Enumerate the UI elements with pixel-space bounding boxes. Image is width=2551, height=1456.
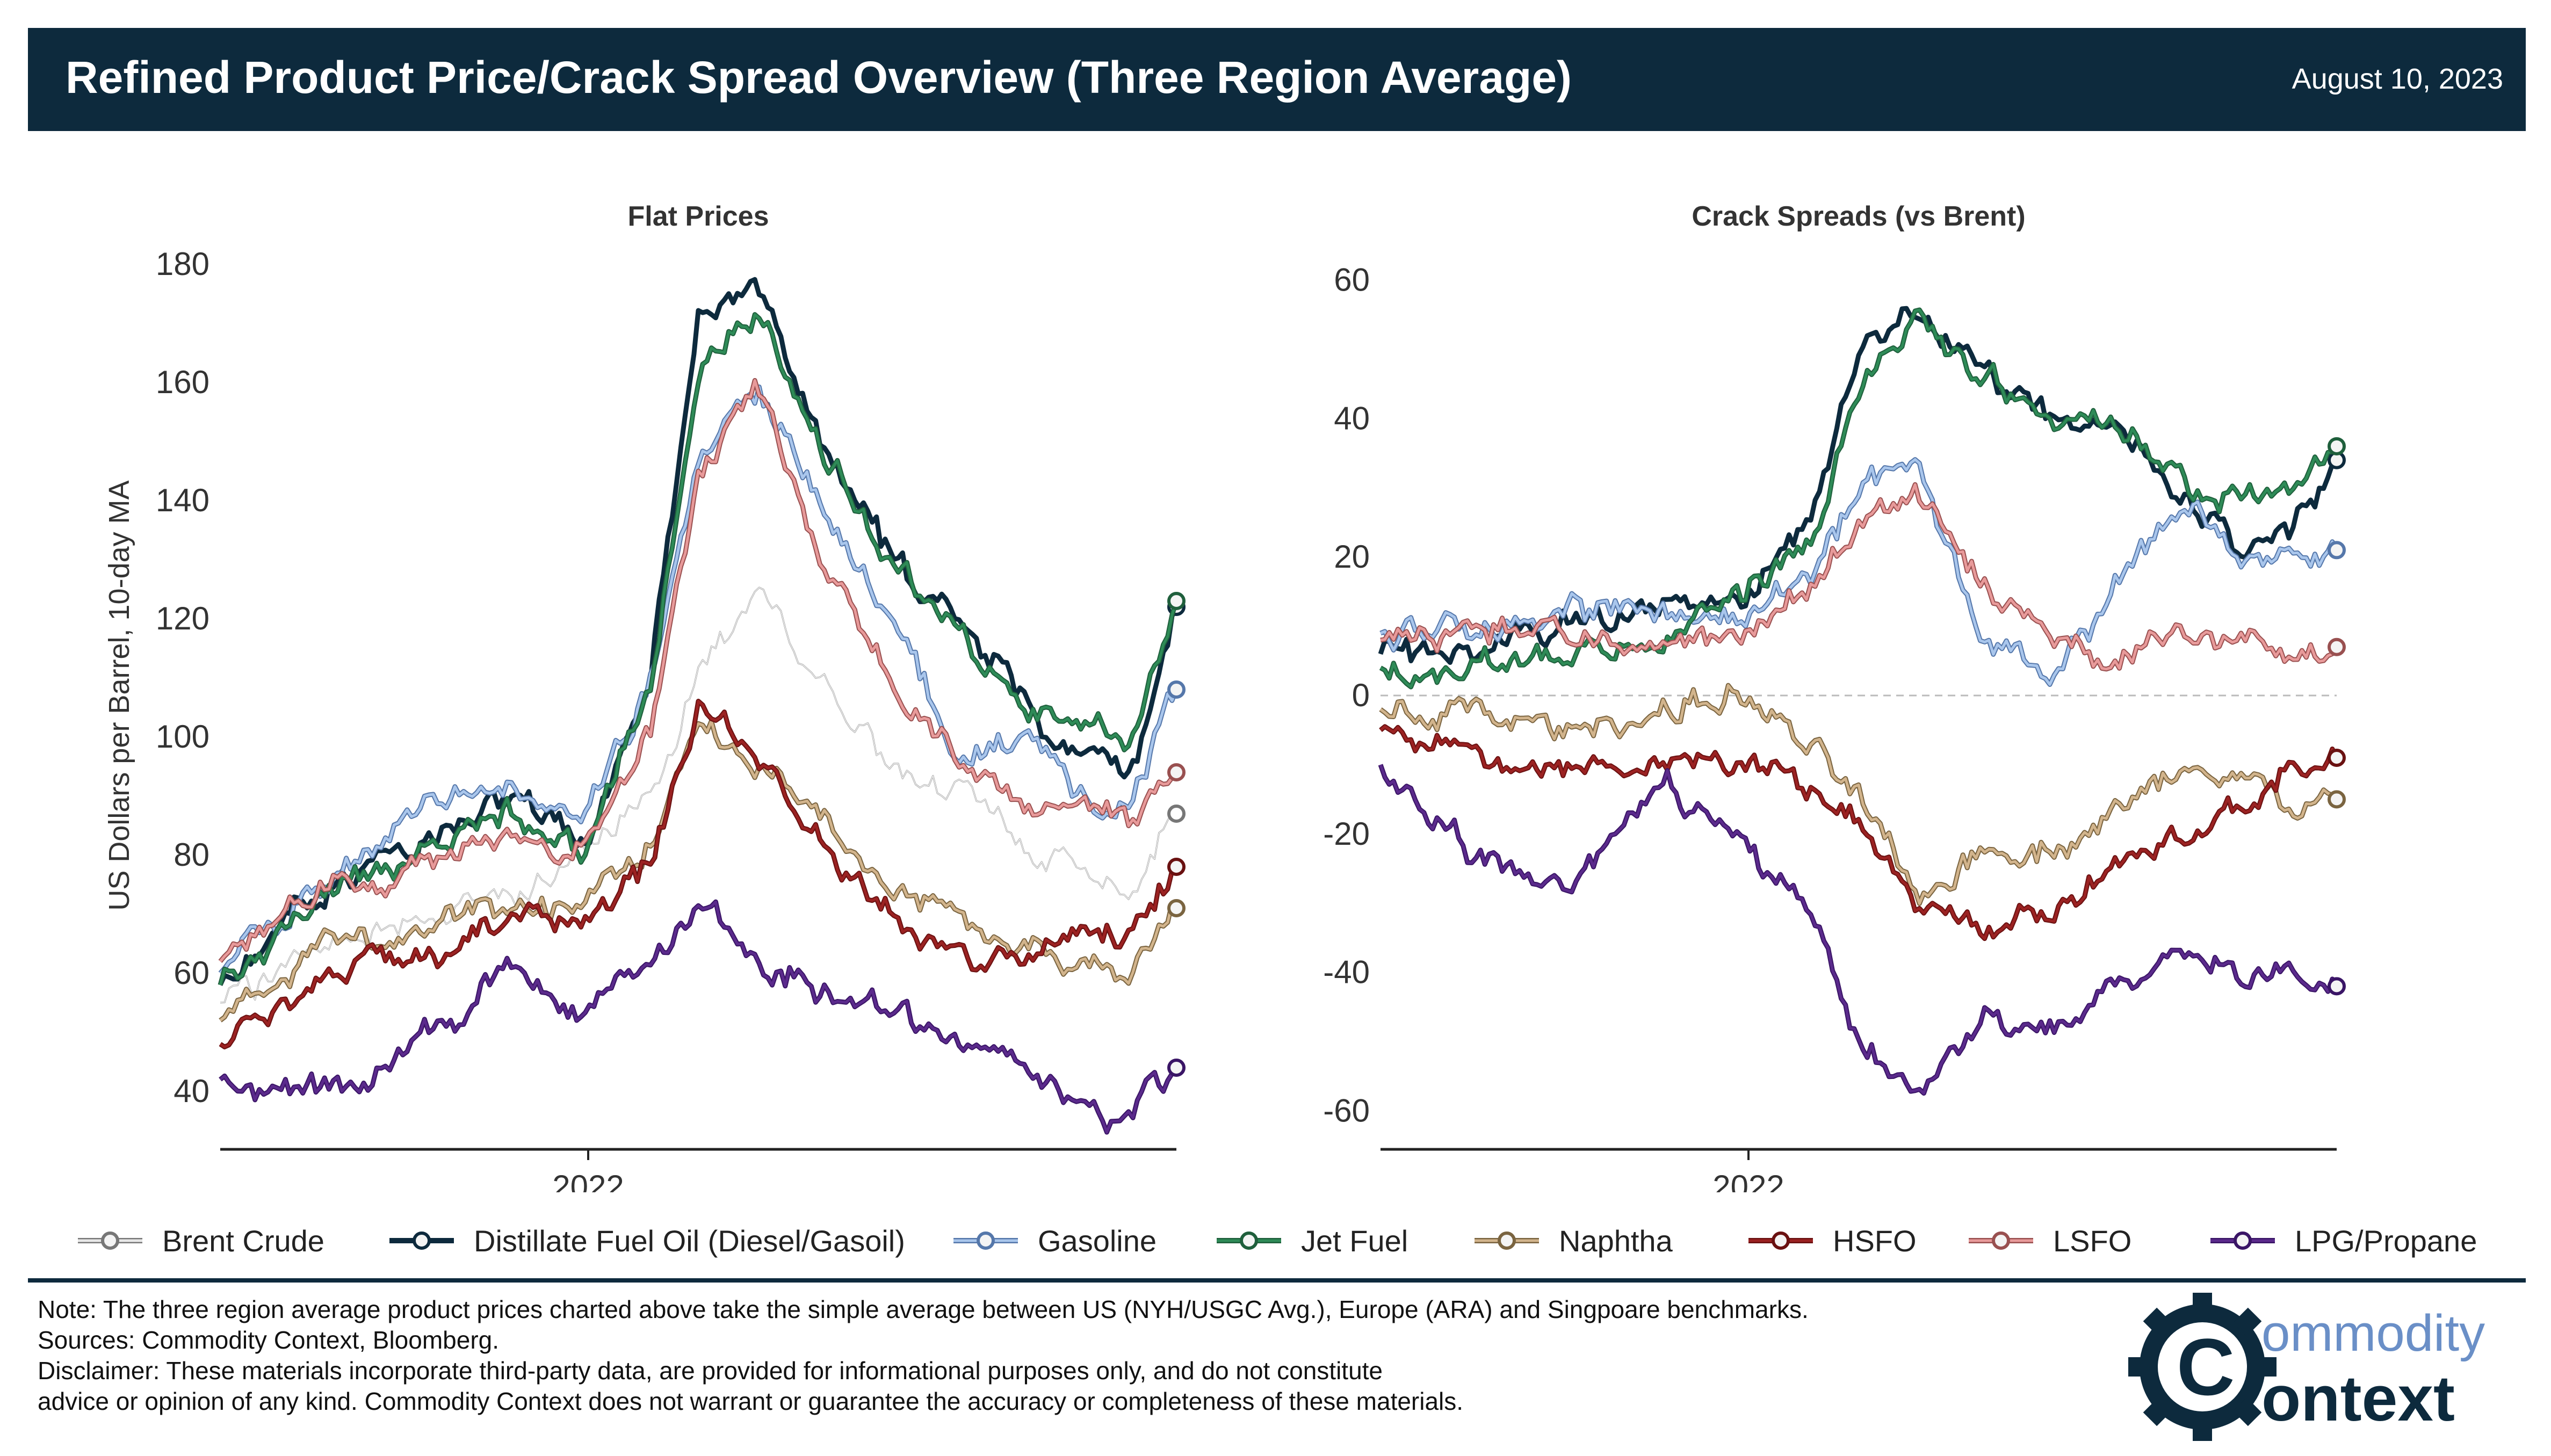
legend-item: Brent Crude: [75, 1216, 324, 1265]
legend-swatch: [1748, 1232, 1813, 1250]
legend-label: Naphtha: [1559, 1223, 1673, 1258]
legend-item: HSFO: [1746, 1216, 1917, 1265]
y-tick-label: -40: [1323, 954, 1370, 990]
legend-swatch: [2210, 1232, 2275, 1250]
y-tick-label: 60: [174, 955, 209, 991]
series-line: [1380, 483, 2338, 671]
y-tick-label: -60: [1323, 1092, 1370, 1128]
series-line: [1379, 307, 2338, 664]
series-line: [219, 700, 1177, 1048]
legend-swatch: [1969, 1232, 2033, 1250]
legend-label: Gasoline: [1038, 1223, 1157, 1258]
series-line: [1379, 308, 2338, 689]
legend-label: Distillate Fuel Oil (Diesel/Gasoil): [474, 1223, 905, 1258]
legend-swatch: [1475, 1232, 1539, 1250]
y-tick-label: 120: [156, 600, 209, 636]
legend-item: LSFO: [1966, 1216, 2131, 1265]
footer-notes: Note: The three region average product p…: [38, 1294, 1809, 1417]
page-title: Refined Product Price/Crack Spread Overv…: [66, 52, 1572, 103]
series-endpoint: [2328, 977, 2346, 996]
series-endpoint: [1167, 899, 1186, 917]
series-line-outline: [1378, 306, 2339, 665]
y-axis-label: US Dollars per Barrel, 10-day MA: [103, 480, 135, 910]
series-line: [219, 385, 1178, 974]
y-tick-label: 60: [1334, 262, 1370, 298]
legend-swatch: [389, 1232, 454, 1250]
y-tick-label: 160: [156, 364, 209, 400]
y-tick-label: 40: [174, 1073, 209, 1109]
y-tick-label: -20: [1323, 816, 1370, 852]
logo-line-2: ontext: [2261, 1363, 2455, 1435]
series-line: [219, 379, 1177, 962]
footer-sources: Sources: Commodity Context, Bloomberg.: [38, 1326, 500, 1354]
series-endpoint: [1167, 805, 1186, 823]
y-tick-label: 180: [156, 246, 209, 282]
series-line-outline: [1379, 724, 2339, 941]
x-tick-label: 2022: [552, 1169, 624, 1192]
y-tick-label: 80: [174, 837, 209, 873]
series-line: [219, 313, 1178, 986]
legend-label: LSFO: [2053, 1223, 2132, 1258]
series-line: [1380, 458, 2338, 686]
legend-label: HSFO: [1833, 1223, 1917, 1258]
x-tick-label: 2022: [1712, 1169, 1784, 1192]
gear-icon: C: [2128, 1293, 2277, 1441]
footer-disclaimer-1: Disclaimer: These materials incorporate …: [38, 1357, 1383, 1385]
series-endpoint: [1167, 592, 1186, 610]
series-endpoint: [2328, 437, 2346, 455]
series-endpoint: [2328, 638, 2346, 656]
series-line: [1379, 684, 2338, 905]
charts-canvas: Flat Prices 40 60 80 100 120 140 160 180 US Dolla…: [103, 201, 2346, 1192]
series-line-outline: [1378, 764, 2339, 1096]
y-tick-label: 40: [1334, 400, 1370, 436]
series-line: [1379, 764, 2338, 1095]
series-line: [1379, 725, 2338, 940]
logo-letter: C: [2177, 1322, 2235, 1412]
series-endpoint: [2328, 790, 2346, 809]
legend-item: Jet Fuel: [1214, 1216, 1408, 1265]
series-endpoint: [2328, 749, 2346, 767]
series-line: [220, 587, 1177, 1003]
panel-title: Flat Prices: [627, 201, 769, 232]
logo-line-1: ommodity: [2261, 1305, 2485, 1362]
report-date: August 10, 2023: [2292, 63, 2503, 95]
series-line: [219, 900, 1178, 1134]
y-tick-label: 0: [1352, 677, 1370, 713]
series-endpoint: [2328, 541, 2346, 560]
series-endpoint: [1167, 680, 1186, 699]
legend-label: Brent Crude: [162, 1223, 324, 1258]
footer-note: Note: The three region average product p…: [38, 1295, 1809, 1323]
legend-item: Distillate Fuel Oil (Diesel/Gasoil): [387, 1216, 905, 1265]
footer-separator: [28, 1278, 2526, 1283]
y-tick-label: 20: [1334, 539, 1370, 575]
legend-label: Jet Fuel: [1301, 1223, 1408, 1258]
legend-item: Naphtha: [1472, 1216, 1673, 1265]
panel-title: Crack Spreads (vs Brent): [1692, 201, 2025, 232]
commodity-context-logo: C ommodity ontext: [2128, 1293, 2485, 1441]
chart-legend: Brent Crude Distillate Fuel Oil (Diesel/G…: [75, 1216, 2492, 1265]
series-endpoint: [1167, 1059, 1186, 1077]
footer-disclaimer-2: advice or opinion of any kind. Commodity…: [38, 1387, 1464, 1415]
legend-label: LPG/Propane: [2295, 1223, 2477, 1258]
legend-swatch: [953, 1232, 1018, 1250]
legend-swatch: [1217, 1232, 1281, 1250]
legend-item: LPG/Propane: [2208, 1216, 2477, 1265]
series-endpoint: [1167, 763, 1186, 781]
header-bar: Refined Product Price/Crack Spread Overv…: [28, 28, 2526, 131]
series-endpoint: [1167, 858, 1186, 876]
legend-swatch: [78, 1232, 142, 1250]
y-tick-label: 100: [156, 719, 209, 755]
legend-item: Gasoline: [951, 1216, 1157, 1265]
y-tick-label: 140: [156, 482, 209, 518]
